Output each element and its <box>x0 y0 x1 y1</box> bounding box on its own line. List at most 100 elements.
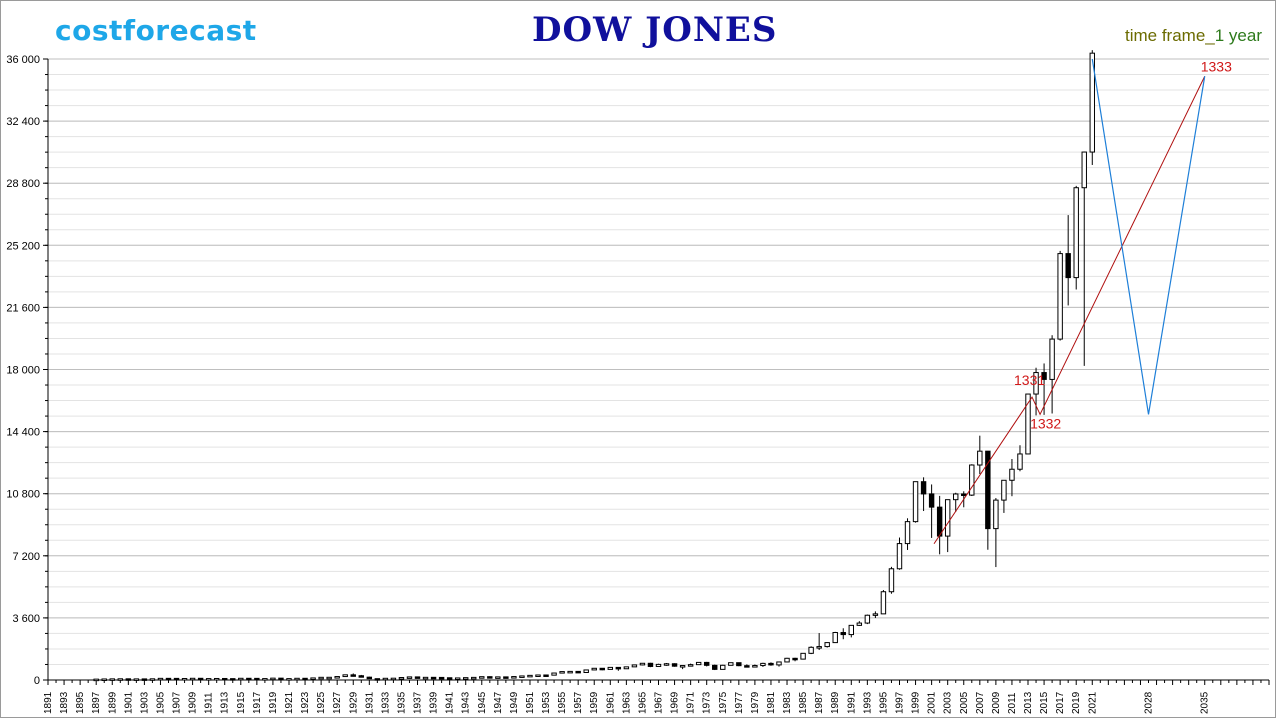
x-tick-label: 1999 <box>911 691 922 714</box>
candle-body <box>695 661 702 666</box>
candle-body <box>414 676 421 679</box>
candle-body <box>398 677 405 680</box>
candle-body <box>1089 52 1095 153</box>
candle-body <box>1065 253 1071 279</box>
candle-body <box>519 675 525 678</box>
candle-body <box>784 657 790 663</box>
x-tick-label: 1951 <box>525 691 536 714</box>
candle-body <box>792 657 798 661</box>
candle-body <box>286 678 292 681</box>
x-tick-label: 1961 <box>605 691 616 714</box>
candle-body <box>1009 468 1015 481</box>
x-tick-label: 2017 <box>1055 691 1066 714</box>
candle-body <box>157 677 164 681</box>
x-tick-label: 1997 <box>894 691 905 714</box>
x-tick-label: 1947 <box>493 691 504 714</box>
candle-body <box>904 521 911 545</box>
candle-body <box>165 677 172 681</box>
x-tick-label: 1907 <box>172 691 183 714</box>
candle-body <box>575 670 581 674</box>
y-tick-label: 36 000 <box>6 54 40 66</box>
candle-body <box>623 666 630 670</box>
candle-body <box>430 676 437 680</box>
candle-body <box>310 677 316 680</box>
candle-body <box>222 677 228 681</box>
candle-body <box>1001 479 1007 501</box>
candle-body <box>832 632 838 644</box>
candle-body <box>953 493 959 501</box>
candle-body <box>872 613 879 616</box>
candle-body <box>117 678 124 681</box>
candle-body <box>471 676 477 680</box>
candle-body <box>511 676 517 679</box>
candle-body <box>230 678 236 681</box>
x-tick-label: 1995 <box>878 691 889 714</box>
candle-body <box>840 632 846 636</box>
x-tick-label: 1969 <box>670 691 681 714</box>
candle-body <box>446 677 453 680</box>
candle-body <box>993 499 999 530</box>
x-tick-label: 1957 <box>573 691 584 714</box>
candle-body <box>551 672 557 676</box>
candle-body <box>703 661 710 666</box>
candle-body <box>816 646 822 649</box>
candle-body <box>294 677 300 681</box>
candle-body <box>615 666 622 670</box>
timeframe-label: time frame_1 year <box>1125 26 1262 46</box>
candle-body <box>880 591 887 615</box>
x-tick-label: 1971 <box>686 691 697 714</box>
candle-body <box>503 676 509 679</box>
candle-body <box>342 674 348 678</box>
candle-body <box>197 677 204 681</box>
candle-body <box>125 678 132 681</box>
candle-body <box>382 677 389 681</box>
candle-body <box>920 481 927 495</box>
candle-body <box>768 662 774 666</box>
x-tick-label: 1925 <box>316 691 327 714</box>
candle-body <box>463 677 469 680</box>
candle-body <box>663 663 670 666</box>
x-tick-label: 1909 <box>188 691 199 714</box>
candle-body <box>896 543 903 570</box>
candle-body <box>366 676 373 680</box>
x-tick-label: 2028 <box>1144 691 1155 714</box>
x-tick-label: 1895 <box>75 691 86 714</box>
candle-body <box>977 450 983 466</box>
x-tick-label: 1959 <box>589 691 600 714</box>
y-tick-label: 28 800 <box>6 178 40 190</box>
x-tick-label: 1935 <box>396 691 407 714</box>
candle-body <box>808 646 814 654</box>
x-tick-label: 2001 <box>927 691 938 714</box>
timeframe-prefix: time frame_ <box>1125 26 1215 45</box>
candle-body <box>687 664 694 667</box>
candle-body <box>800 652 806 660</box>
candle-body <box>406 676 413 679</box>
timeframe-value: 1 year <box>1214 26 1262 45</box>
candle-body <box>1033 372 1039 395</box>
candles <box>93 50 1095 682</box>
candle-body <box>912 481 919 523</box>
y-tick-label: 7 200 <box>12 551 40 563</box>
x-tick-label: 1915 <box>236 691 247 714</box>
x-tick-label: 1983 <box>782 691 793 714</box>
candle-body <box>334 676 340 679</box>
x-tick-label: 1911 <box>204 692 215 714</box>
candle-body <box>824 642 830 648</box>
candle-body <box>1025 393 1031 455</box>
y-tick-label: 32 400 <box>6 116 40 128</box>
candle-body <box>583 669 589 673</box>
candle-body <box>149 678 156 681</box>
candle-body <box>591 667 597 671</box>
candle-body <box>358 675 364 678</box>
candle-body <box>1081 151 1087 189</box>
candle-body <box>109 678 115 681</box>
candle-body <box>969 464 975 496</box>
x-tick-label: 1981 <box>766 691 777 714</box>
candle-body <box>631 664 638 668</box>
candle-body <box>133 678 140 681</box>
candle-body <box>671 663 678 667</box>
x-tick-label: 1941 <box>445 691 456 714</box>
candle-body <box>856 622 863 626</box>
x-tick-label: 1901 <box>123 691 134 714</box>
